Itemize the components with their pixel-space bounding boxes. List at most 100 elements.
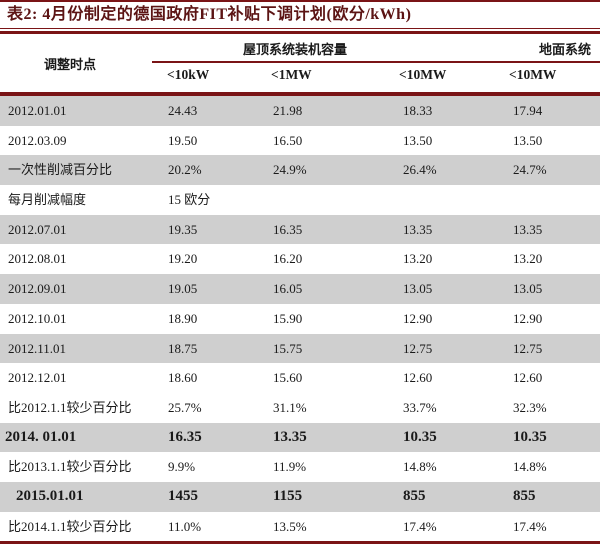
table-row: 每月削减幅度 15 欧分 bbox=[0, 185, 600, 215]
title-divider-thick bbox=[0, 31, 600, 34]
row-label: 2012.12.01 bbox=[8, 370, 67, 386]
row-value: 16.20 bbox=[273, 251, 303, 267]
header-subcol-10mw: <10MW bbox=[399, 67, 447, 82]
row-value: 13.50 bbox=[403, 132, 433, 148]
row-value bbox=[270, 185, 400, 215]
table-row: 一次性削减百分比 20.2% 24.9% 26.4% 24.7% bbox=[0, 155, 600, 186]
row-label: 2012.10.01 bbox=[8, 310, 67, 326]
row-value: 16.05 bbox=[273, 281, 303, 297]
row-value: 15.90 bbox=[273, 310, 303, 326]
row-value: 855 bbox=[513, 487, 536, 504]
row-value: 855 bbox=[403, 487, 426, 504]
row-label: 每月削减幅度 bbox=[8, 192, 87, 208]
row-value: 18.90 bbox=[168, 310, 198, 326]
row-value: 1455 bbox=[168, 487, 198, 504]
row-value: 13.05 bbox=[513, 281, 543, 297]
row-value: 13.35 bbox=[273, 428, 307, 445]
row-value: 19.50 bbox=[168, 132, 198, 148]
row-value: 31.1% bbox=[273, 399, 307, 415]
row-value: 19.35 bbox=[168, 221, 198, 237]
row-value: 17.4% bbox=[513, 518, 547, 534]
row-value: 10.35 bbox=[403, 428, 437, 445]
row-value: 18.60 bbox=[168, 370, 198, 386]
header-subcol-1mw: <1MW bbox=[271, 67, 312, 82]
row-value: 13.35 bbox=[403, 221, 433, 237]
row-value: 16.35 bbox=[168, 428, 202, 445]
row-value: 18.75 bbox=[168, 340, 198, 356]
row-value: 13.5% bbox=[273, 518, 307, 534]
row-value: 17.94 bbox=[513, 103, 543, 118]
row-value: 15 欧分 bbox=[168, 192, 211, 208]
table-header: 调整时点 屋顶系统装机容量 地面系统 <10kW <1MW <10MW <10M… bbox=[0, 34, 600, 92]
header-time-col: 调整时点 bbox=[44, 57, 97, 72]
row-value: 33.7% bbox=[403, 399, 437, 415]
table-row: 2012.12.01 18.60 15.60 12.60 12.60 bbox=[0, 363, 600, 393]
row-label: 比2012.1.1较少百分比 bbox=[8, 399, 132, 415]
header-bottom-rule bbox=[0, 92, 600, 96]
row-value: 9.9% bbox=[168, 459, 196, 475]
row-label: 2012.11.01 bbox=[8, 340, 67, 356]
row-value: 32.3% bbox=[513, 399, 547, 415]
row-value: 25.7% bbox=[168, 399, 202, 415]
row-value: 17.4% bbox=[403, 518, 437, 534]
row-value: 12.60 bbox=[403, 370, 433, 386]
row-value: 12.75 bbox=[513, 340, 543, 356]
row-value: 18.33 bbox=[403, 103, 433, 118]
row-value: 12.60 bbox=[513, 370, 543, 386]
row-value: 10.35 bbox=[513, 428, 547, 445]
header-rooftop-group: 屋顶系统装机容量 bbox=[242, 42, 347, 57]
table-row: 2012.11.01 18.75 15.75 12.75 12.75 bbox=[0, 333, 600, 364]
row-value bbox=[400, 185, 510, 215]
row-value: 15.60 bbox=[273, 370, 303, 386]
row-value: 13.35 bbox=[513, 221, 543, 237]
row-value: 16.35 bbox=[273, 221, 303, 237]
header-ground-group: 地面系统 bbox=[538, 42, 591, 57]
row-value: 24.9% bbox=[273, 162, 307, 178]
row-value: 11.0% bbox=[168, 518, 202, 534]
row-value: 15.75 bbox=[273, 340, 303, 356]
table-row: 比2012.1.1较少百分比 25.7% 31.1% 33.7% 32.3% bbox=[0, 392, 600, 423]
row-value: 11.9% bbox=[273, 459, 307, 475]
row-label: 2012.03.09 bbox=[8, 132, 67, 148]
table-body: 2012.01.01 24.43 21.98 18.33 17.94 2012.03.09… bbox=[0, 96, 600, 542]
row-value bbox=[510, 185, 600, 215]
table-row: 2012.10.01 18.90 15.90 12.90 12.90 bbox=[0, 303, 600, 334]
table-row: 2012.03.09 19.50 16.50 13.50 13.50 bbox=[0, 125, 600, 156]
row-value: 13.20 bbox=[403, 251, 433, 267]
header-subcol-ground-10mw: <10MW bbox=[509, 67, 557, 82]
header-group-underline bbox=[152, 61, 600, 63]
table-row: 2014. 01.01 16.35 13.35 10.35 10.35 bbox=[0, 422, 600, 453]
row-value: 12.90 bbox=[513, 310, 543, 326]
row-value: 1155 bbox=[273, 487, 303, 504]
row-label: 2014. 01.01 bbox=[5, 428, 77, 445]
row-label: 2015.01.01 bbox=[16, 487, 84, 504]
row-value: 14.8% bbox=[403, 459, 437, 475]
row-value: 13.20 bbox=[513, 251, 543, 267]
table-row: 2012.07.01 19.35 16.35 13.35 13.35 bbox=[0, 214, 600, 245]
title-divider-thin bbox=[0, 28, 600, 29]
row-label: 2012.01.01 bbox=[8, 103, 67, 118]
row-value: 13.50 bbox=[513, 132, 543, 148]
row-value: 26.4% bbox=[403, 162, 437, 178]
title-divider-gap bbox=[0, 29, 600, 31]
top-rule bbox=[0, 0, 600, 2]
table-row: 2012.01.01 24.43 21.98 18.33 17.94 bbox=[0, 96, 600, 126]
row-value: 12.75 bbox=[403, 340, 433, 356]
row-label: 比2013.1.1较少百分比 bbox=[8, 459, 132, 475]
row-label: 2012.09.01 bbox=[8, 281, 67, 297]
row-value: 13.05 bbox=[403, 281, 433, 297]
row-label: 一次性削减百分比 bbox=[8, 162, 113, 178]
row-label: 2012.08.01 bbox=[8, 251, 67, 267]
bottom-rule bbox=[0, 541, 600, 545]
table-title: 表2: 4月份制定的德国政府FIT补贴下调计划(欧分/kWh) bbox=[7, 6, 412, 23]
table-row: 2012.08.01 19.20 16.20 13.20 13.20 bbox=[0, 244, 600, 275]
header-subcol-10kw: <10kW bbox=[167, 67, 210, 82]
row-value: 24.7% bbox=[513, 162, 547, 178]
table-row: 比2014.1.1较少百分比 11.0% 13.5% 17.4% 17.4% bbox=[0, 511, 600, 542]
row-value: 19.20 bbox=[168, 251, 198, 267]
row-value: 16.50 bbox=[273, 132, 303, 148]
table-row: 比2013.1.1较少百分比 9.9% 11.9% 14.8% 14.8% bbox=[0, 452, 600, 482]
row-label: 2012.07.01 bbox=[8, 221, 67, 237]
table-row: 2015.01.01 1455 1155 855 855 bbox=[0, 481, 600, 512]
